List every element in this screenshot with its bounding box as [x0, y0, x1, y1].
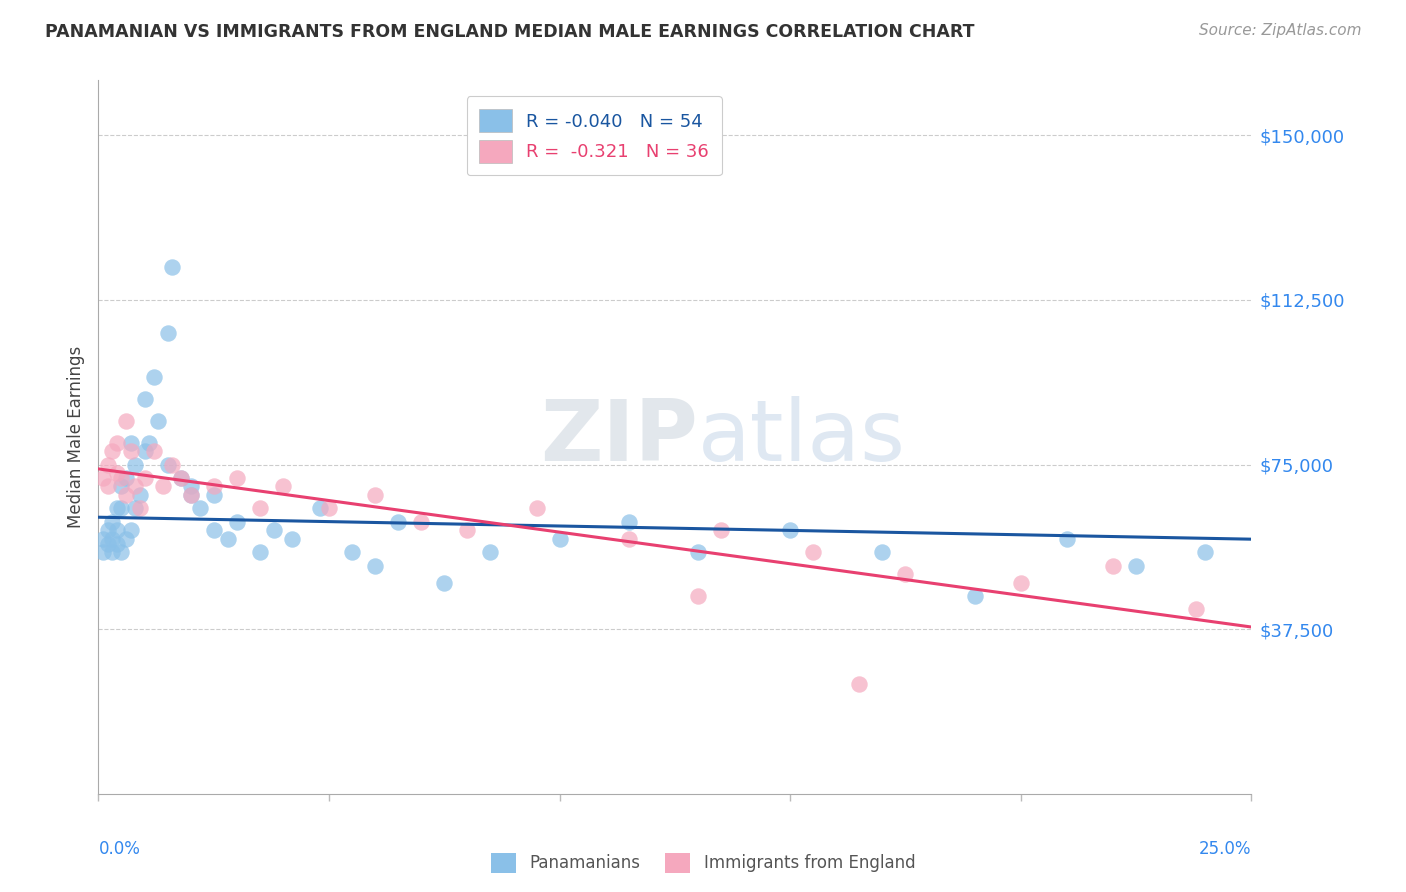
- Point: [249, 545, 271, 559]
- Point: [1125, 558, 1147, 573]
- Point: [249, 501, 271, 516]
- Point: [129, 501, 152, 516]
- Point: [1102, 558, 1125, 573]
- Point: [686, 545, 709, 559]
- Point: [129, 488, 152, 502]
- Point: [281, 532, 304, 546]
- Point: [318, 501, 340, 516]
- Point: [160, 458, 183, 472]
- Point: [115, 471, 138, 485]
- Point: [617, 532, 640, 546]
- Point: [202, 524, 225, 538]
- Point: [91, 532, 114, 546]
- Text: PANAMANIAN VS IMMIGRANTS FROM ENGLAND MEDIAN MALE EARNINGS CORRELATION CHART: PANAMANIAN VS IMMIGRANTS FROM ENGLAND ME…: [45, 23, 974, 41]
- Point: [138, 435, 160, 450]
- Point: [387, 515, 409, 529]
- Point: [340, 545, 363, 559]
- Point: [101, 545, 124, 559]
- Point: [142, 369, 165, 384]
- Point: [115, 414, 138, 428]
- Point: [180, 488, 202, 502]
- Point: [779, 524, 801, 538]
- Point: [617, 515, 640, 529]
- Point: [105, 435, 128, 450]
- Point: [526, 501, 548, 516]
- Point: [202, 488, 225, 502]
- Point: [105, 536, 128, 550]
- Point: [1185, 602, 1208, 616]
- Point: [548, 532, 571, 546]
- Point: [188, 501, 211, 516]
- Point: [101, 515, 124, 529]
- Text: 25.0%: 25.0%: [1199, 840, 1251, 858]
- Point: [110, 479, 132, 493]
- Point: [894, 567, 917, 582]
- Point: [120, 444, 142, 458]
- Y-axis label: Median Male Earnings: Median Male Earnings: [66, 346, 84, 528]
- Point: [433, 576, 456, 591]
- Point: [180, 488, 202, 502]
- Point: [115, 488, 138, 502]
- Point: [124, 458, 146, 472]
- Point: [115, 532, 138, 546]
- Text: atlas: atlas: [697, 395, 905, 479]
- Point: [91, 545, 114, 559]
- Point: [124, 479, 146, 493]
- Point: [225, 515, 247, 529]
- Point: [101, 444, 124, 458]
- Point: [456, 524, 478, 538]
- Point: [308, 501, 330, 516]
- Point: [152, 479, 174, 493]
- Point: [160, 260, 183, 274]
- Point: [170, 471, 193, 485]
- Point: [110, 501, 132, 516]
- Point: [801, 545, 824, 559]
- Point: [124, 501, 146, 516]
- Point: [120, 524, 142, 538]
- Point: [1194, 545, 1216, 559]
- Point: [963, 589, 986, 603]
- Point: [105, 467, 128, 481]
- Point: [1010, 576, 1032, 591]
- Point: [271, 479, 294, 493]
- Point: [710, 524, 733, 538]
- Point: [848, 677, 870, 691]
- Point: [134, 444, 156, 458]
- Legend: Panamanians, Immigrants from England: Panamanians, Immigrants from England: [484, 847, 922, 880]
- Point: [263, 524, 285, 538]
- Text: 0.0%: 0.0%: [98, 840, 141, 858]
- Point: [142, 444, 165, 458]
- Point: [120, 435, 142, 450]
- Point: [170, 471, 193, 485]
- Point: [97, 524, 120, 538]
- Point: [180, 479, 202, 493]
- Point: [217, 532, 239, 546]
- Legend: R = -0.040   N = 54, R =  -0.321   N = 36: R = -0.040 N = 54, R = -0.321 N = 36: [467, 96, 721, 176]
- Point: [225, 471, 247, 485]
- Point: [364, 558, 387, 573]
- Text: Source: ZipAtlas.com: Source: ZipAtlas.com: [1198, 23, 1361, 38]
- Point: [1056, 532, 1078, 546]
- Point: [105, 524, 128, 538]
- Point: [134, 471, 156, 485]
- Point: [411, 515, 433, 529]
- Text: ZIP: ZIP: [540, 395, 697, 479]
- Point: [105, 501, 128, 516]
- Point: [202, 479, 225, 493]
- Point: [156, 458, 179, 472]
- Point: [134, 392, 156, 406]
- Point: [872, 545, 894, 559]
- Point: [156, 326, 179, 340]
- Point: [110, 545, 132, 559]
- Point: [101, 532, 124, 546]
- Point: [686, 589, 709, 603]
- Point: [148, 414, 170, 428]
- Point: [97, 536, 120, 550]
- Point: [97, 458, 120, 472]
- Point: [110, 471, 132, 485]
- Point: [97, 479, 120, 493]
- Point: [479, 545, 502, 559]
- Point: [91, 471, 114, 485]
- Point: [364, 488, 387, 502]
